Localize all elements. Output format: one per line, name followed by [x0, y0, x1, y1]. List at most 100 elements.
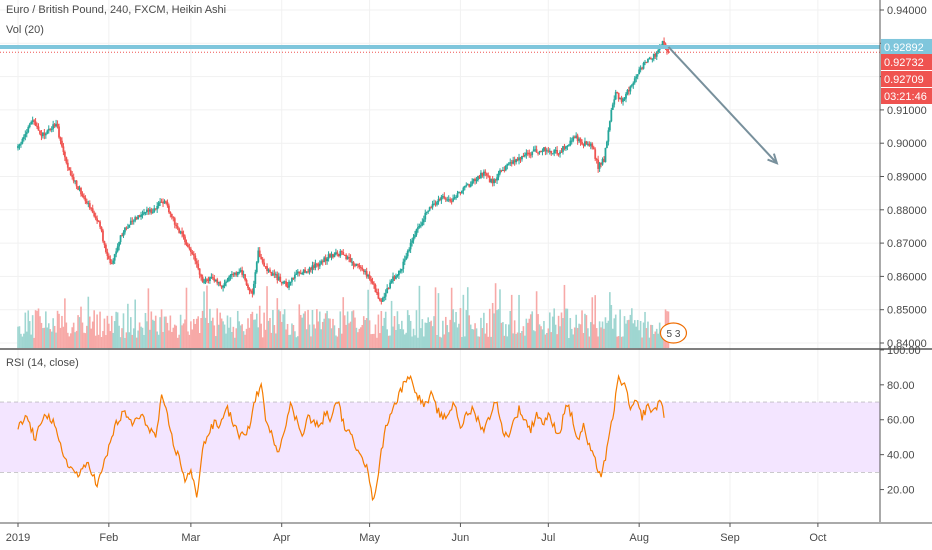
- candle: [557, 153, 560, 155]
- volume-bar: [546, 333, 548, 348]
- candle: [465, 185, 468, 187]
- volume-bar: [409, 320, 412, 348]
- candle: [349, 258, 352, 263]
- candle: [655, 52, 658, 57]
- candle: [620, 98, 623, 102]
- candle: [329, 254, 331, 258]
- volume-bar: [585, 315, 588, 348]
- volume-bar: [459, 308, 462, 348]
- time-tick-label: Apr: [273, 532, 290, 544]
- volume-bar: [395, 329, 397, 348]
- candle: [528, 152, 531, 155]
- price-tags: 0.92892 0.92732 0.92709 03:21:46 5 3: [659, 38, 932, 344]
- volume-bar: [277, 309, 280, 348]
- volume-bar: [275, 333, 277, 348]
- volume-bar: [354, 317, 356, 348]
- volume-bar: [575, 314, 577, 348]
- candle: [543, 147, 545, 151]
- candle: [307, 271, 309, 273]
- candle: [652, 53, 655, 59]
- volume-bar: [655, 328, 658, 348]
- volume-bar: [335, 335, 337, 348]
- candle: [398, 270, 400, 276]
- candle: [436, 202, 438, 205]
- candle: [586, 143, 589, 145]
- candle: [96, 218, 99, 222]
- projection-arrow[interactable]: [667, 46, 779, 165]
- candle: [25, 132, 28, 135]
- candle: [78, 188, 81, 190]
- volume-bar: [270, 332, 273, 348]
- volume-bar: [588, 336, 591, 348]
- candle: [355, 263, 358, 266]
- volume-bar: [408, 315, 410, 348]
- volume-bar: [346, 311, 349, 348]
- candle: [480, 172, 482, 179]
- candle: [340, 251, 343, 253]
- candle: [428, 207, 431, 211]
- candle: [526, 152, 529, 154]
- volume-bar: [626, 320, 629, 348]
- volume-bar: [436, 334, 438, 348]
- candle: [538, 151, 541, 153]
- volume-bar: [421, 319, 424, 348]
- candle: [27, 127, 30, 133]
- price-tag-3-bg: [881, 71, 932, 87]
- candle: [17, 145, 19, 149]
- volume-bar: [213, 325, 216, 348]
- candle: [654, 53, 657, 57]
- volume-bar: [220, 318, 223, 348]
- volume-bar: [86, 325, 88, 348]
- volume-bar: [468, 315, 471, 348]
- volume-bar: [250, 314, 252, 348]
- volume-bar: [330, 328, 333, 348]
- volume-bar: [147, 288, 150, 348]
- candle: [475, 179, 478, 182]
- candle: [77, 186, 79, 190]
- volume-bar: [548, 312, 551, 348]
- volume-bar: [165, 316, 167, 348]
- candle: [458, 192, 460, 194]
- volume-bar: [496, 310, 498, 348]
- candle: [639, 67, 642, 70]
- volume-bar: [264, 329, 267, 348]
- candle: [91, 208, 94, 213]
- candle: [585, 141, 588, 145]
- volume-bar: [71, 327, 74, 348]
- volume-bar: [560, 312, 563, 348]
- volume-bar: [440, 337, 443, 348]
- candle: [456, 193, 459, 198]
- candle: [635, 76, 638, 79]
- volume-bar: [321, 321, 324, 348]
- candle: [140, 214, 142, 217]
- candle: [387, 288, 390, 290]
- candle: [348, 256, 350, 259]
- candle: [500, 170, 503, 172]
- candle: [359, 267, 362, 269]
- candle: [610, 109, 613, 122]
- candle: [396, 275, 399, 277]
- candle: [507, 163, 510, 165]
- candle: [667, 50, 670, 53]
- volume-bar: [91, 321, 94, 348]
- candle: [209, 277, 211, 282]
- volume-bar: [279, 311, 282, 348]
- candle: [157, 202, 160, 207]
- volume-bar: [231, 332, 233, 348]
- volume-badge[interactable]: [659, 322, 688, 344]
- volume-bar: [185, 287, 188, 348]
- volume-bar: [304, 311, 306, 348]
- candle: [504, 165, 507, 171]
- volume-bar: [273, 325, 276, 348]
- candle: [422, 219, 425, 223]
- volume-bar: [358, 328, 361, 348]
- candle: [481, 172, 484, 176]
- volume-bar: [464, 336, 466, 348]
- volume-bar: [616, 336, 618, 348]
- candle: [286, 285, 289, 288]
- volume-bar: [483, 312, 485, 348]
- candle: [121, 235, 123, 237]
- candle: [119, 235, 122, 243]
- candle: [99, 221, 101, 227]
